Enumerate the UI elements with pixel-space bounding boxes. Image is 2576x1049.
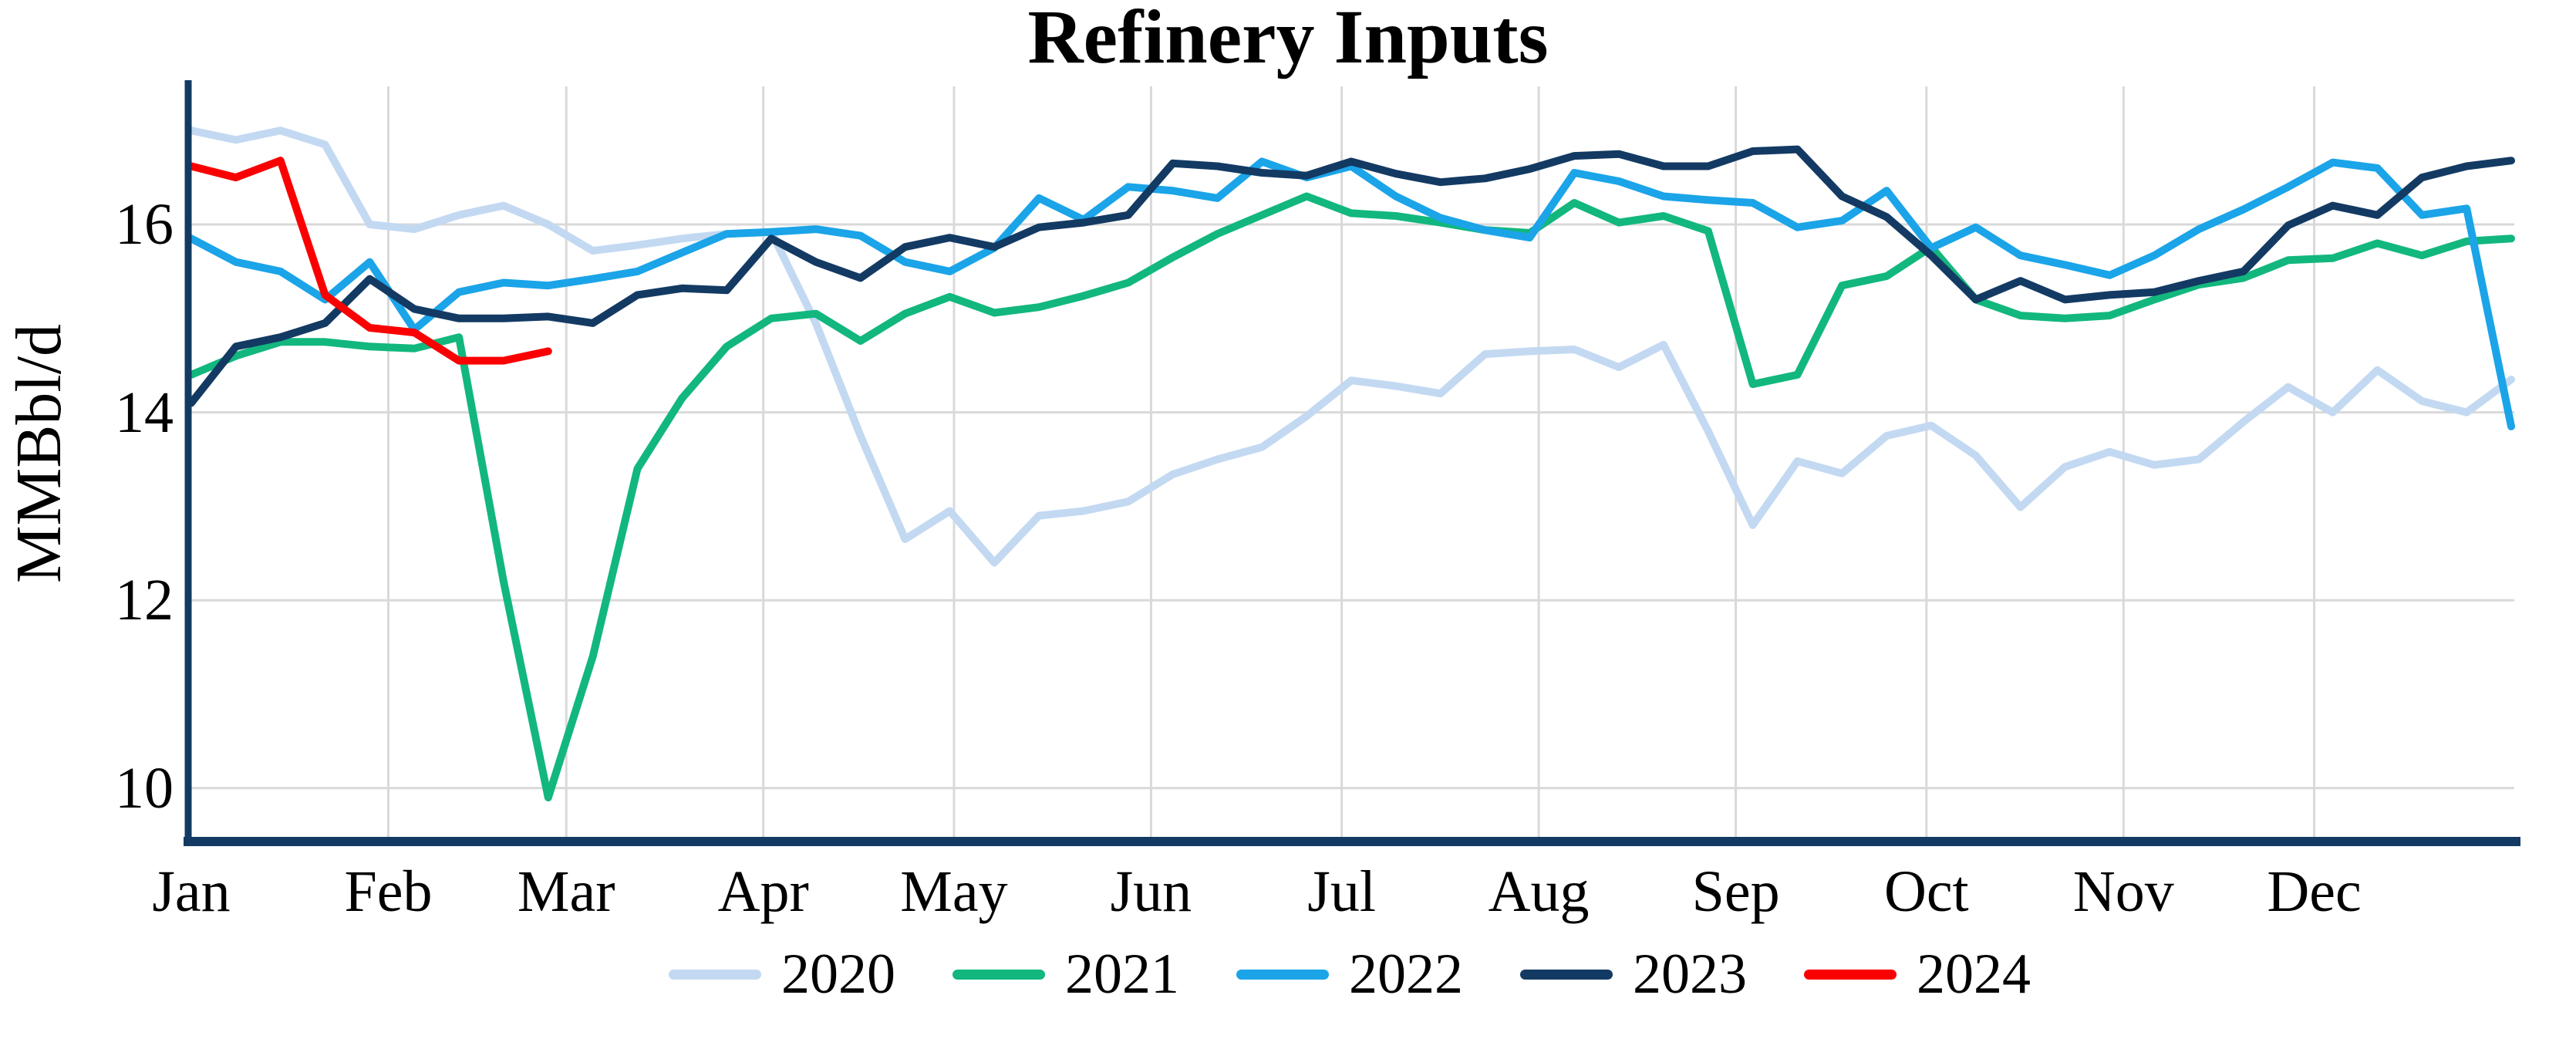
series-line-2023 xyxy=(187,145,2515,407)
x-tick-label-nov: Nov xyxy=(2072,859,2174,924)
x-tick-label-jul: Jul xyxy=(1307,859,1376,924)
legend-item-2021: 2021 xyxy=(953,939,1179,1009)
series-line-2024 xyxy=(187,157,552,365)
y-tick-label-14: 14 xyxy=(115,379,174,445)
gridlines xyxy=(191,86,2514,837)
y-tick-label-10: 10 xyxy=(115,755,174,821)
x-tick-label-oct: Oct xyxy=(1883,859,1969,924)
x-tick-label-sep: Sep xyxy=(1691,859,1780,924)
x-tick-label-jan: Jan xyxy=(152,859,231,924)
legend-item-2022: 2022 xyxy=(1236,939,1463,1009)
legend-label-2022: 2022 xyxy=(1349,943,1463,1006)
legend-swatch-2021 xyxy=(953,969,1045,980)
series-lines xyxy=(187,126,2515,801)
legend-item-2024: 2024 xyxy=(1804,939,2031,1009)
legend-label-2020: 2020 xyxy=(781,943,895,1006)
legend-swatch-2020 xyxy=(669,969,761,980)
x-tick-label-dec: Dec xyxy=(2267,859,2362,924)
legend-swatch-2024 xyxy=(1804,969,1897,980)
x-tick-label-apr: Apr xyxy=(717,859,809,924)
axes xyxy=(184,80,2520,846)
x-tick-label-mar: Mar xyxy=(517,859,615,924)
series-line-2021 xyxy=(187,192,2515,801)
y-tick-label-16: 16 xyxy=(115,192,174,257)
series-line-2022 xyxy=(187,157,2515,430)
legend-item-2023: 2023 xyxy=(1520,939,1747,1009)
x-tick-label-jun: Jun xyxy=(1110,859,1192,924)
legend-label-2021: 2021 xyxy=(1065,943,1179,1006)
x-tick-label-aug: Aug xyxy=(1488,859,1590,924)
legend-swatch-2022 xyxy=(1236,969,1329,980)
chart-title: Refinery Inputs xyxy=(1027,0,1549,79)
x-tick-label-feb: Feb xyxy=(344,859,433,924)
legend-label-2023: 2023 xyxy=(1633,943,1747,1006)
legend-swatch-2023 xyxy=(1520,969,1613,980)
legend: 2020 2021 2022 2023 2024 xyxy=(188,939,2511,1009)
legend-item-2020: 2020 xyxy=(669,939,895,1009)
legend-label-2024: 2024 xyxy=(1917,943,2031,1006)
x-tick-label-may: May xyxy=(900,859,1008,924)
series-line-2020 xyxy=(187,126,2515,567)
y-tick-label-12: 12 xyxy=(115,568,174,633)
